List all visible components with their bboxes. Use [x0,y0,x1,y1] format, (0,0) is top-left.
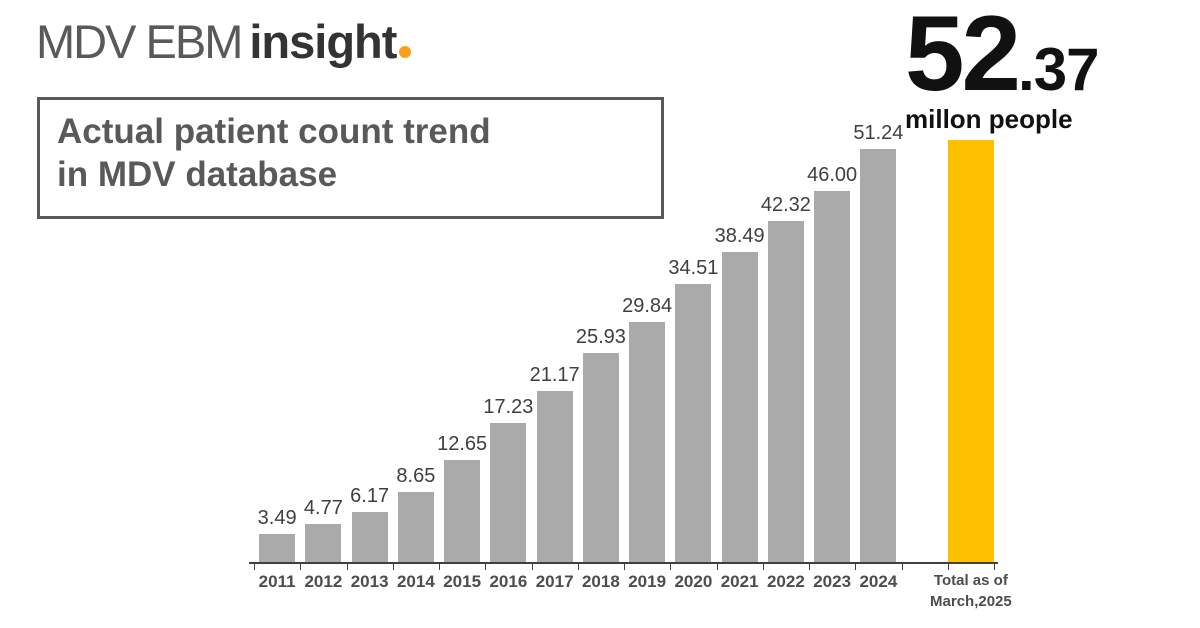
axis-tick [809,564,810,570]
bar-2016 [490,423,527,562]
bar-2019 [629,322,666,562]
year-label: 2021 [720,572,759,591]
bar-2015 [444,460,481,562]
axis-tick [716,564,718,570]
axis-tick [439,564,440,570]
axis-tick [670,564,672,570]
bar-2024 [860,149,897,562]
axis-tick [762,564,764,570]
brand-dot-icon [399,46,412,58]
bar-value-label: 6.17 [350,485,390,507]
axis-tick [254,564,255,570]
year-label: 2024 [859,572,898,591]
brand-product-name: insight [249,15,397,68]
total-category-label: Total as of March,2025 [930,572,1012,610]
bar-value-label: 3.49 [257,507,297,529]
axis-tick [947,564,949,570]
bar-value-label: 12.65 [437,433,488,455]
axis-tick [901,564,903,570]
bar-2011 [259,534,296,562]
bar-2018 [582,353,619,562]
bar-value-label: 51.24 [853,122,904,144]
bar-value-label: 8.65 [396,465,436,487]
axis-tick [577,564,579,570]
bar-2012 [305,524,342,562]
bar-value-label: 38.49 [714,225,765,247]
chart-title-line2: in MDV database [57,155,338,194]
total-bar [947,140,994,562]
bar-chart: 3.49 2011 4.77 2012 6.17 2013 8.65 2014 12.65 201… [249,123,1012,610]
year-label: 2014 [396,572,435,591]
year-label: 2020 [674,572,713,591]
axis-tick [392,564,394,570]
bar-value-label: 34.51 [668,257,719,279]
axis-tick [300,564,302,570]
total-highlight: 52.37 millon people [905,0,1099,135]
year-label: 2012 [304,572,343,591]
chart-title-line1: Actual patient count trend [57,112,491,151]
bar-value-label: 17.23 [483,396,534,418]
bar-2014 [397,492,434,562]
chart-title-box: Actual patient count trend in MDV databa… [37,97,664,219]
bar-value-label: 46.00 [807,164,858,186]
year-label: 2013 [350,572,389,591]
bar-value-label: 4.77 [303,497,343,519]
total-value-decimal: .37 [1018,36,1099,103]
year-label: 2017 [535,572,574,591]
bar-value-label: 25.93 [575,326,626,348]
bar-2021 [721,252,758,562]
year-label: 2011 [258,572,296,591]
axis-tick [624,564,625,570]
bar-2023 [814,191,851,562]
year-label: 2022 [766,572,805,591]
axis-tick [855,564,857,570]
axis-tick [994,564,995,570]
bar-2022 [767,221,804,562]
bar-value-label: 29.84 [622,295,673,317]
year-label: 2016 [489,572,528,591]
axis-tick [531,564,533,570]
bar-value-label: 42.32 [760,194,811,216]
bar-2017 [536,391,573,562]
total-value: 52.37 [905,0,1099,113]
axis-tick [485,564,487,570]
x-axis-line [249,562,998,564]
year-label: 2019 [628,572,667,591]
year-label: 2023 [813,572,852,591]
bar-2020 [675,284,712,562]
axis-tick [346,564,348,570]
year-label: 2015 [443,572,482,591]
year-label: 2018 [581,572,620,591]
bar-2013 [351,512,388,562]
brand-name: MDV EBM [36,15,243,68]
total-value-integer: 52 [905,0,1021,113]
bar-value-label: 21.17 [529,364,580,386]
total-unit-label: millon people [905,103,1073,134]
brand-logo: MDV EBM insight [36,15,412,68]
